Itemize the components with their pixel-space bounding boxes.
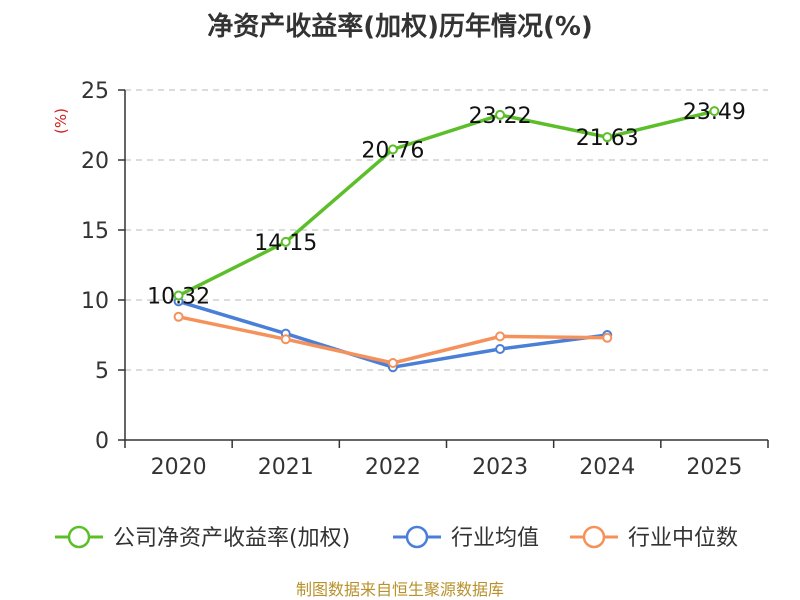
legend-marker-2 (582, 525, 606, 549)
legend-item-0: 公司净资产收益率(加权) (55, 525, 350, 551)
data-label-2023: 23.22 (469, 104, 532, 129)
series-0-point-2025 (709, 106, 720, 117)
series-0-point-2020 (173, 290, 184, 301)
data-label-2022: 20.76 (361, 138, 424, 163)
y-tick-label-25: 25 (81, 79, 109, 104)
legend-marker-0 (67, 525, 91, 549)
y-tick-label-5: 5 (95, 359, 109, 384)
legend-marker-1 (405, 525, 429, 549)
series-line-1 (178, 299, 608, 369)
legend-label-1: 行业均值 (451, 526, 539, 551)
data-label-2024: 21.63 (576, 126, 639, 151)
x-tick-label-2022: 2022 (365, 455, 421, 480)
y-tick-label-10: 10 (81, 289, 109, 314)
chart-title: 净资产收益率(加权)历年情况(%) (207, 12, 593, 42)
series-1-point-2023 (495, 344, 506, 354)
series-0-point-2021 (280, 236, 291, 247)
series-0-point-2023 (495, 109, 506, 120)
legend-item-1: 行业均值 (393, 525, 539, 551)
series-line-0 (177, 109, 715, 298)
series-layer (173, 106, 720, 373)
legend: 公司净资产收益率(加权) 行业均值 行业中位数 (55, 525, 738, 551)
x-tick-label-2023: 2023 (472, 455, 528, 480)
x-tick-label-2020: 2020 (151, 455, 207, 480)
series-line-2 (178, 315, 608, 365)
y-tick-label-20: 20 (81, 149, 109, 174)
data-label-layer: 10.32 14.15 20.76 23.22 21.63 23.49 (147, 100, 746, 309)
data-label-2025: 23.49 (683, 100, 746, 125)
legend-label-2: 行业中位数 (628, 526, 738, 551)
series-2-point-2020 (173, 311, 184, 322)
grid-layer (125, 89, 768, 371)
series-2-point-2024 (602, 332, 613, 343)
x-tick-label-2025: 2025 (686, 455, 742, 480)
source-note: 制图数据来自恒生聚源数据库 (295, 580, 504, 599)
series-0-point-2022 (387, 144, 398, 155)
legend-label-0: 公司净资产收益率(加权) (113, 526, 350, 551)
data-label-2021: 14.15 (254, 231, 317, 256)
series-2-point-2022 (387, 358, 398, 368)
x-tick-label-2021: 2021 (258, 455, 314, 480)
x-tick-label-2024: 2024 (579, 455, 635, 480)
series-2-point-2021 (280, 334, 291, 345)
y-tick-label-15: 15 (81, 219, 109, 244)
y-tick-label-0: 0 (95, 429, 109, 454)
data-label-2020: 10.32 (147, 285, 210, 310)
series-0-point-2024 (602, 132, 613, 143)
legend-item-2: 行业中位数 (570, 525, 738, 551)
series-2-point-2023 (495, 331, 506, 342)
